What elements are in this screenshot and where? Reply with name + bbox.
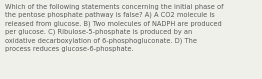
Text: Which of the following statements concerning the initial phase of
the pentose ph: Which of the following statements concer…: [5, 4, 224, 52]
